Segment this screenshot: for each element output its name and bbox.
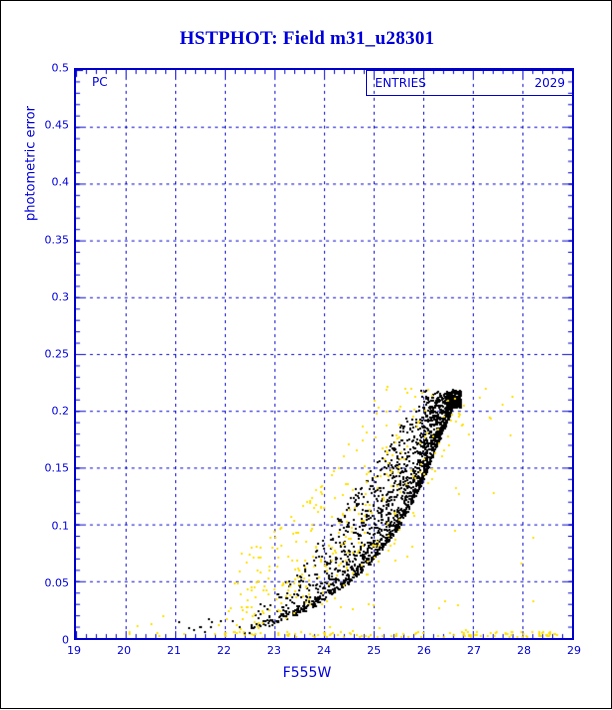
x-tick-label: 27 [467, 644, 481, 657]
y-tick-label: 0.15 [44, 461, 70, 475]
x-tick-label: 23 [267, 644, 281, 657]
x-tick-label: 20 [117, 644, 131, 657]
chip-label: PC [92, 75, 108, 89]
y-tick-label: 0.1 [51, 519, 70, 533]
y-tick-label: 0.05 [44, 576, 70, 590]
x-axis-title: F555W [282, 665, 332, 681]
stats-box: ENTRIES 2029 [366, 70, 574, 96]
y-tick-label: 0.45 [44, 118, 70, 132]
x-tick-label: 22 [217, 644, 231, 657]
y-axis-tick-labels: 0 0.05 0.1 0.15 0.2 0.25 0.3 0.35 0.4 0.45 0.5 [1, 1, 70, 710]
y-tick-label: 0.2 [51, 404, 70, 418]
x-tick-label: 19 [67, 644, 81, 657]
x-tick-label: 28 [517, 644, 531, 657]
y-tick-label: 0.25 [44, 347, 70, 361]
entries-value: 2029 [534, 76, 565, 90]
y-tick-label: 0 [62, 633, 69, 647]
x-tick-label: 29 [567, 644, 581, 657]
plot-area: PC ENTRIES 2029 [74, 68, 574, 640]
scatter-points-layer [76, 70, 572, 638]
x-tick-label: 25 [367, 644, 381, 657]
y-tick-label: 0.5 [51, 61, 70, 75]
x-tick-label: 24 [317, 644, 331, 657]
entries-label: ENTRIES [375, 76, 426, 90]
x-tick-label: 21 [167, 644, 181, 657]
page-title: HSTPHOT: Field m31_u28301 [179, 28, 435, 49]
x-tick-label: 26 [417, 644, 431, 657]
y-tick-label: 0.4 [51, 175, 70, 189]
y-tick-label: 0.3 [51, 290, 70, 304]
y-tick-label: 0.35 [44, 233, 70, 247]
